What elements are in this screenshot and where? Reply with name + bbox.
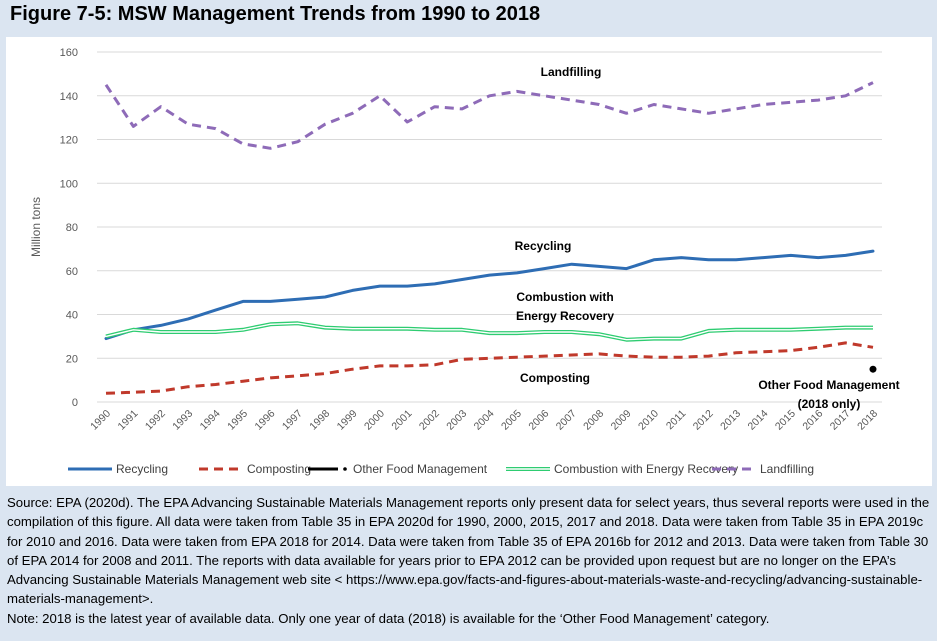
- series-annotation: Landfilling: [541, 65, 602, 79]
- y-tick-label: 60: [66, 266, 78, 278]
- legend-label: Recycling: [116, 462, 168, 476]
- legend-label: Combustion with Energy Recovery: [554, 462, 738, 476]
- legend-swatch-dot: [343, 467, 347, 471]
- composting-line: [105, 341, 874, 395]
- y-tick-label: 120: [60, 135, 78, 147]
- x-tick-label: 1998: [307, 408, 332, 433]
- x-tick-label: 2009: [609, 408, 634, 433]
- y-tick-label: 140: [60, 91, 78, 103]
- x-tick-label: 1995: [225, 408, 250, 433]
- legend-label: Other Food Management: [353, 462, 488, 476]
- x-tick-label: 2015: [773, 408, 798, 433]
- landfilling-line: [104, 81, 874, 150]
- series-annotation: Combustion with: [516, 290, 613, 304]
- source-paragraph: Source: EPA (2020d). The EPA Advancing S…: [7, 495, 930, 607]
- figure-title: Figure 7-5: MSW Management Trends from 1…: [10, 3, 541, 25]
- x-tick-label: 2010: [636, 408, 661, 433]
- x-tick-label: 1993: [170, 408, 195, 433]
- y-tick-label: 20: [66, 353, 78, 365]
- series-annotation: Energy Recovery: [516, 309, 614, 323]
- x-tick-label: 2018: [855, 408, 880, 433]
- source-note: Source: EPA (2020d). The EPA Advancing S…: [7, 493, 932, 628]
- other-food-management-point: [869, 365, 877, 373]
- note-paragraph: Note: 2018 is the latest year of availab…: [7, 610, 770, 626]
- x-tick-label: 2017: [828, 408, 853, 433]
- x-tick-label: 2014: [746, 408, 771, 433]
- x-tick-label: 1994: [198, 408, 223, 433]
- x-tick-label: 2005: [499, 408, 524, 433]
- x-tick-label: 2004: [472, 408, 497, 433]
- x-tick-label: 2007: [554, 408, 579, 433]
- x-tick-label: 2011: [664, 408, 689, 433]
- x-tick-label: 1990: [88, 408, 113, 433]
- chart-panel: 0 20 40 60 80 100 120 140 160 Million tons 1990 199…: [6, 37, 932, 486]
- x-tick-label: 1999: [335, 408, 360, 433]
- series-annotation: Recycling: [515, 239, 572, 253]
- x-tick-label: 2002: [417, 408, 442, 433]
- x-tick-label: 2008: [581, 408, 606, 433]
- series-annotation: Other Food Management: [758, 378, 899, 392]
- x-tick-label: 1996: [252, 408, 277, 433]
- x-tick-label: 2012: [691, 408, 716, 433]
- y-axis-title: Million tons: [29, 197, 43, 257]
- recycling-line: [104, 249, 875, 341]
- y-tick-label: 100: [60, 178, 78, 190]
- x-tick-label: 1991: [116, 408, 141, 433]
- y-tick-label: 160: [60, 47, 78, 59]
- x-tick-label: 1992: [143, 408, 168, 433]
- y-tick-label: 40: [66, 310, 78, 322]
- x-tick-label: 2003: [444, 408, 469, 433]
- x-tick-label: 1997: [280, 408, 305, 433]
- x-tick-label: 2016: [800, 408, 825, 433]
- series-annotation: Composting: [520, 371, 590, 385]
- y-tick-label: 0: [72, 397, 78, 409]
- x-tick-label: 2001: [389, 408, 414, 433]
- combustion-with-energy-recovery-line-inner: [105, 322, 873, 341]
- legend-label: Landfilling: [760, 462, 814, 476]
- x-tick-label: 2006: [526, 408, 551, 433]
- y-tick-label: 80: [66, 222, 78, 234]
- series-annotation: (2018 only): [798, 397, 861, 411]
- legend-label: Composting: [247, 462, 311, 476]
- x-tick-label: 2000: [362, 408, 387, 433]
- x-tick-label: 2013: [718, 408, 743, 433]
